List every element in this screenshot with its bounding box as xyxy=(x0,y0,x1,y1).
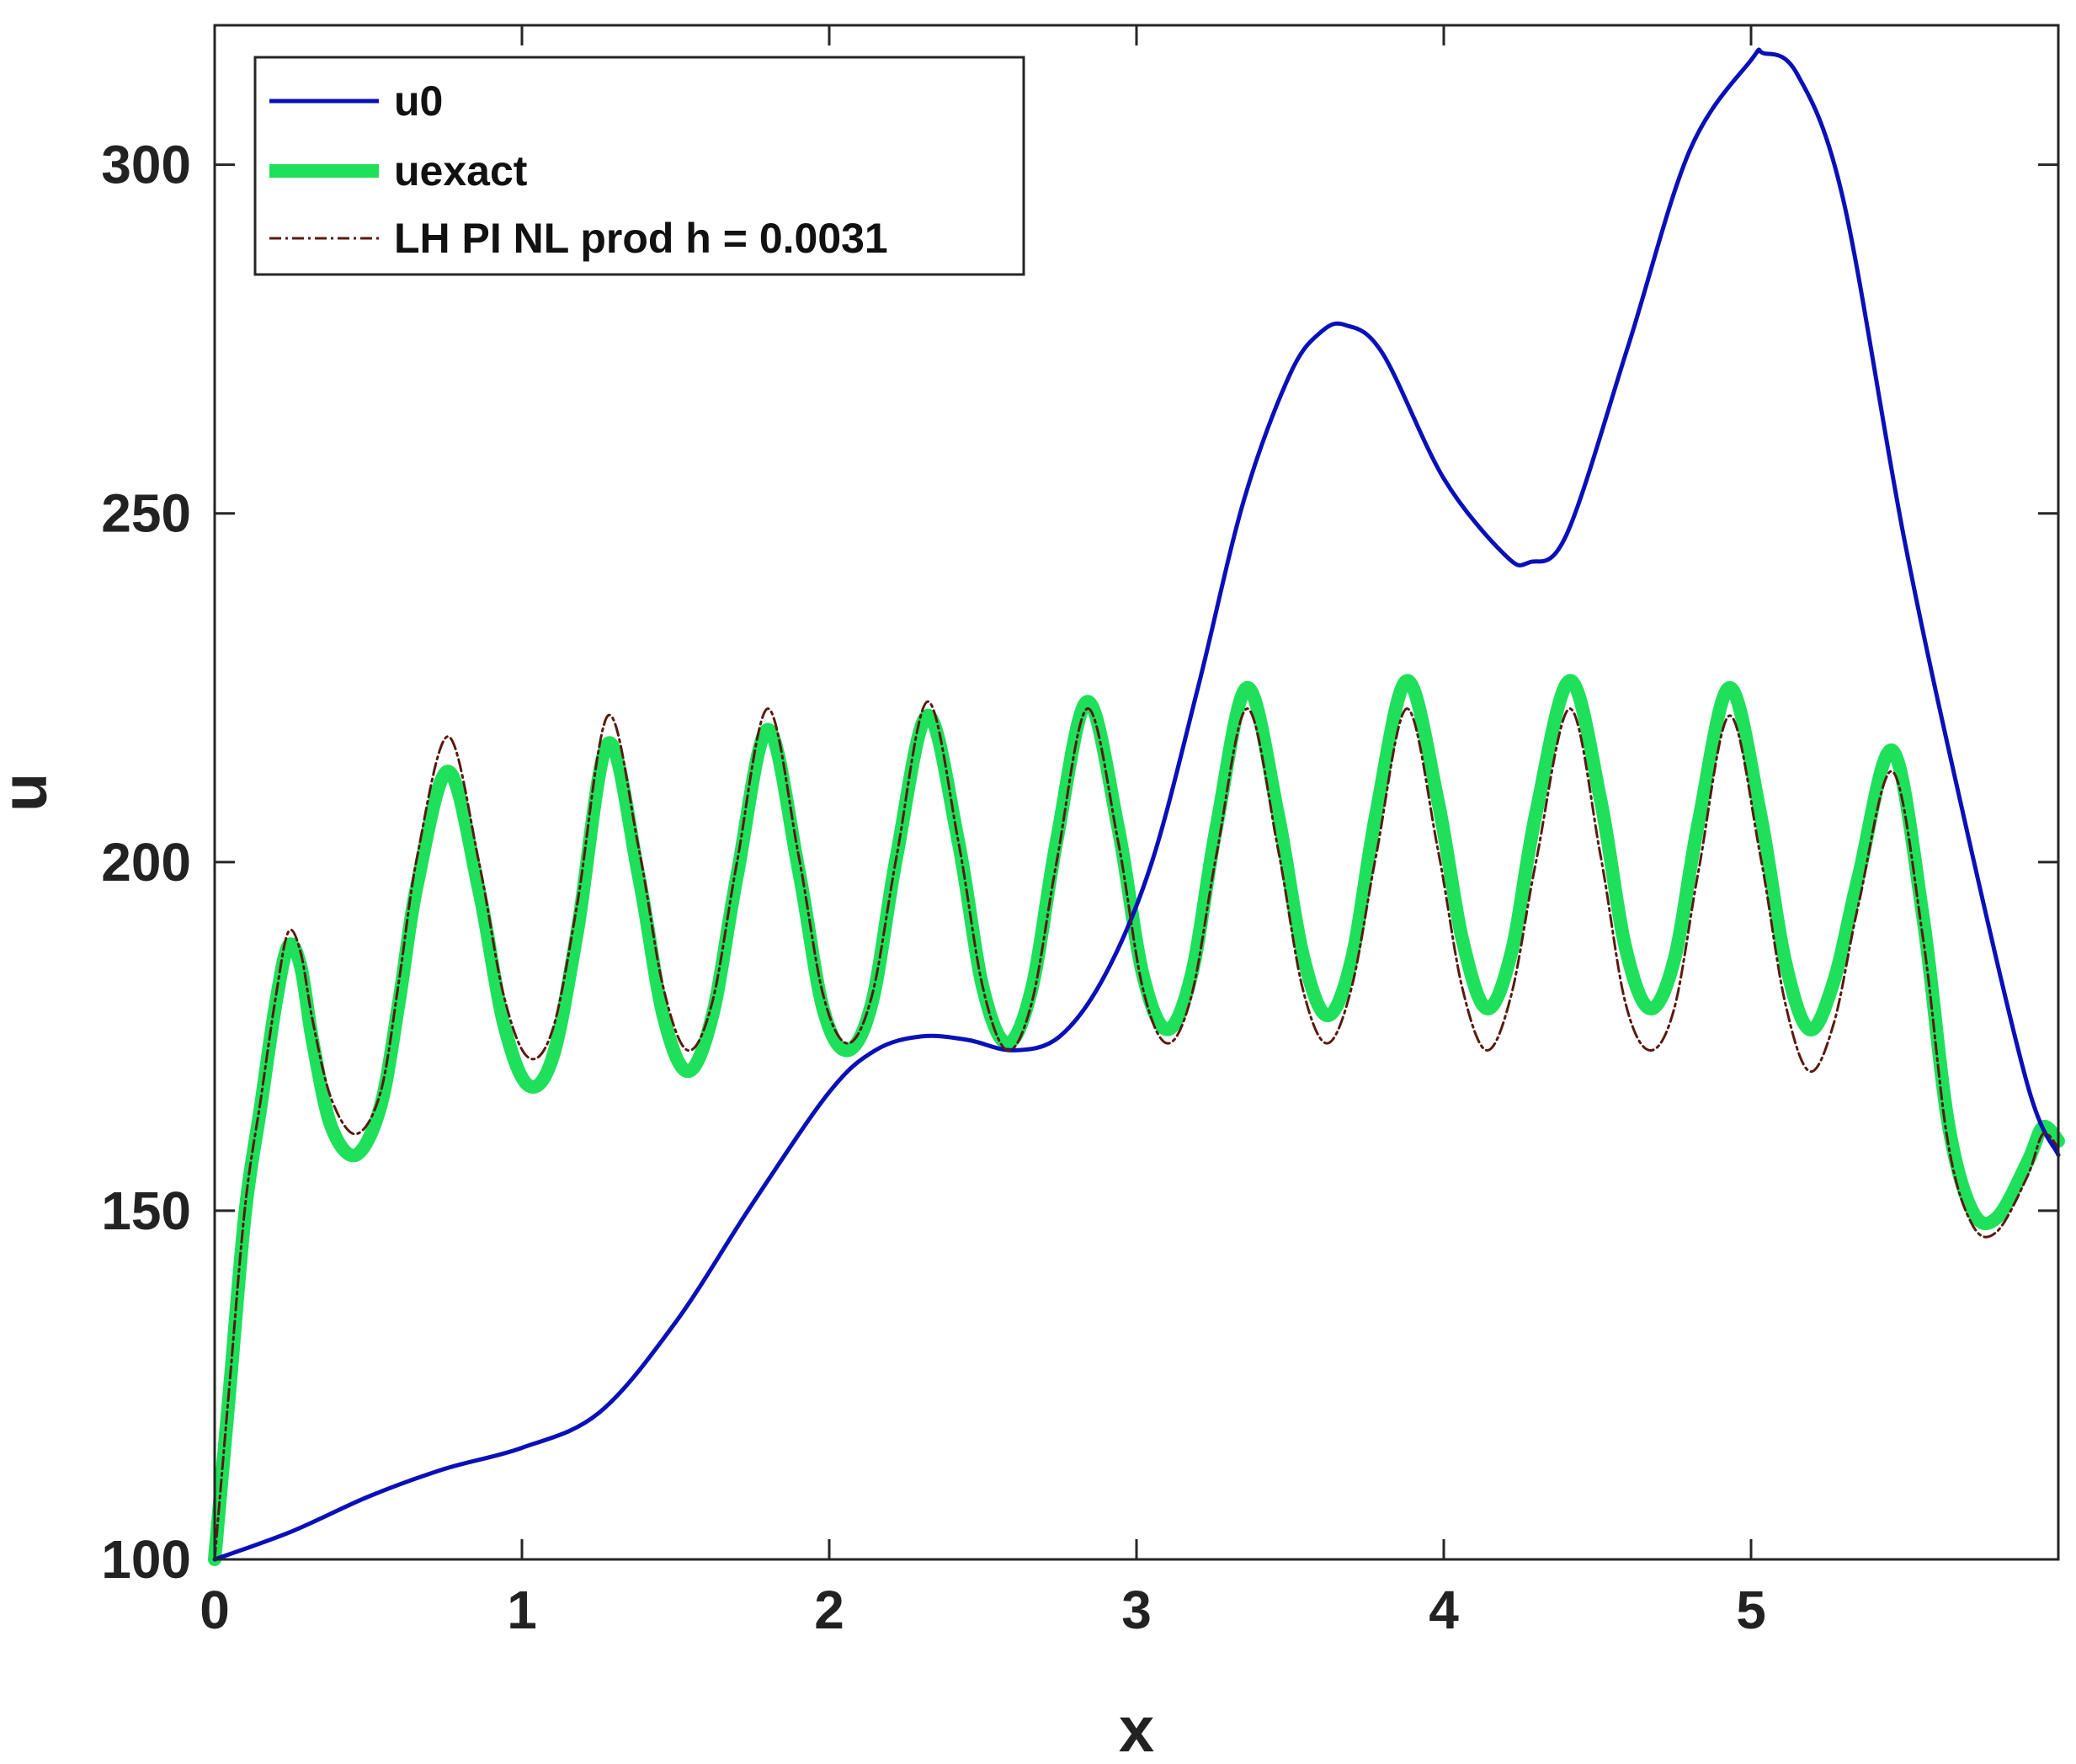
legend: u0 uexact LH PI NL prod h = 0.0031 xyxy=(253,56,1025,276)
series-line-uexact xyxy=(208,674,2065,1566)
y-axis-label: u xyxy=(0,773,61,812)
x-axis-label: x xyxy=(1119,1694,1154,1764)
x-tick-label: 3 xyxy=(1121,1580,1152,1640)
series-line-u0 xyxy=(212,47,2061,1562)
x-tick-label: 4 xyxy=(1429,1580,1459,1640)
y-tick-label: 100 xyxy=(101,1529,191,1590)
series-layer xyxy=(208,47,2065,1566)
series-line-lh-pi-nl-prod-h-0-0031 xyxy=(213,700,2060,1561)
x-tick-label: 2 xyxy=(814,1580,844,1640)
y-tick-label: 300 xyxy=(101,135,191,195)
x-tick-label: 1 xyxy=(507,1580,537,1640)
y-tick-label: 250 xyxy=(101,483,191,544)
ticks-layer: 0 1 2 3 4 5 100 150 200 250 300 xyxy=(101,25,2058,1640)
legend-box xyxy=(253,56,1025,276)
legend-label-u0: u0 xyxy=(394,77,443,125)
x-tick-label: 0 xyxy=(200,1580,230,1640)
legend-label-uexact: uexact xyxy=(394,147,528,195)
x-tick-label: 5 xyxy=(1736,1580,1766,1640)
y-tick-label: 200 xyxy=(101,832,191,893)
legend-label-lh-pi-nl-prod: LH PI NL prod h = 0.0031 xyxy=(394,215,888,262)
y-tick-label: 150 xyxy=(101,1180,191,1241)
